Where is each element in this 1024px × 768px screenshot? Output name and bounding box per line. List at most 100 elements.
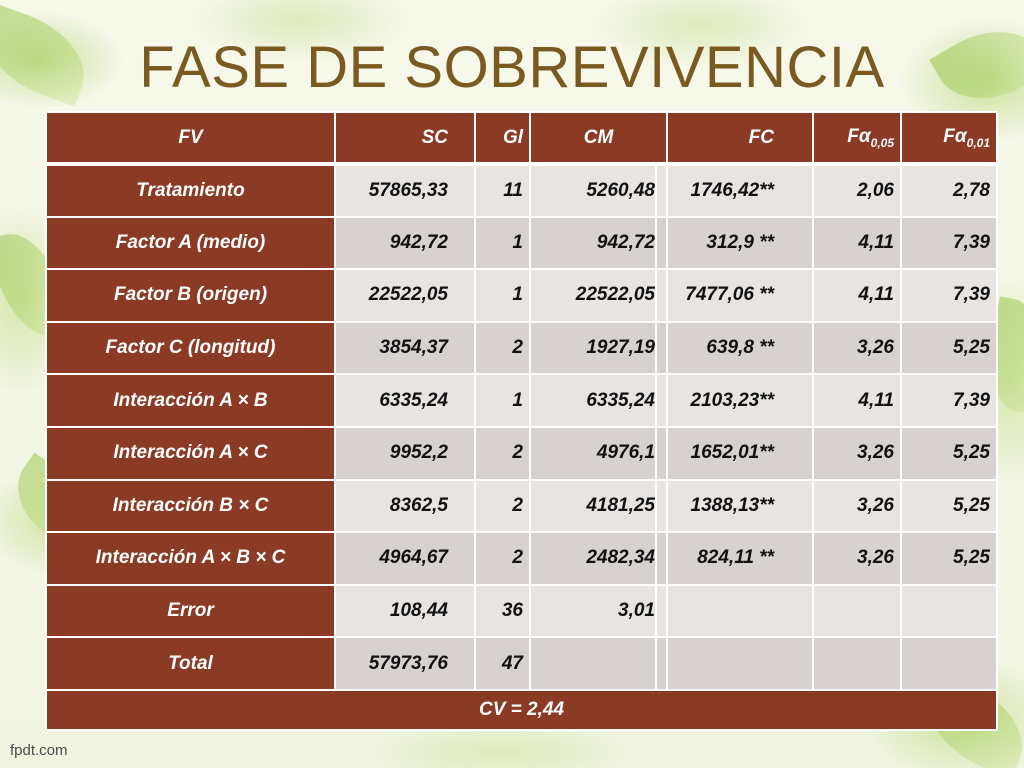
header-f001: Fα0,01 xyxy=(900,111,998,166)
cell-cm: 5260,48 xyxy=(529,163,657,218)
cell-f001: 7,39 xyxy=(900,373,998,428)
cell-f001: 5,25 xyxy=(900,320,998,376)
cell-f005 xyxy=(812,636,902,691)
cell-cm: 942,72 xyxy=(529,215,657,271)
header-gl: Gl xyxy=(474,111,531,166)
cell-f005: 2,06 xyxy=(812,163,902,218)
cell-f001 xyxy=(900,583,998,639)
header-f001-sub: 0,01 xyxy=(966,135,990,150)
cell-f005: 4,11 xyxy=(812,215,902,271)
cell-fv: Factor A (medio) xyxy=(45,215,336,271)
slide-title: FASE DE SOBREVIVENCIA xyxy=(139,35,885,100)
cell-sc: 3854,37 xyxy=(334,320,476,376)
cell-gl: 36 xyxy=(474,583,531,639)
cell-fv: Error xyxy=(45,583,336,639)
header-f001-base: Fα xyxy=(943,125,967,147)
cell-spacer xyxy=(655,531,668,586)
cell-f005: 4,11 xyxy=(812,373,902,428)
cell-sc: 942,72 xyxy=(334,215,476,271)
table-row: Interacción A × B 6335,24 1 6335,24 2103,23*… xyxy=(45,373,998,428)
cell-spacer xyxy=(655,373,668,428)
cell-gl: 2 xyxy=(474,425,531,481)
cell-fv: Interacción A × B × C xyxy=(45,531,336,586)
cell-fc: 824,11 ** xyxy=(666,531,814,586)
cell-f005: 3,26 xyxy=(812,320,902,376)
cell-fv: Interacción A × C xyxy=(45,425,336,481)
cell-gl: 1 xyxy=(474,268,531,323)
table-row: Interacción A × C 9952,2 2 4976,1 1652,01** 3… xyxy=(45,425,998,481)
cell-sc: 57973,76 xyxy=(334,636,476,691)
cell-f005: 4,11 xyxy=(812,268,902,323)
header-f005-base: Fα xyxy=(847,125,871,147)
cell-spacer xyxy=(655,583,668,639)
cell-spacer xyxy=(655,215,668,271)
table-row: Interacción B × C 8362,5 2 4181,25 1388,13**… xyxy=(45,478,998,534)
table-row: Error 108,44 36 3,01 xyxy=(45,583,998,639)
table-footer: CV = 2,44 xyxy=(45,688,998,731)
cv-value: CV = 2,44 xyxy=(45,688,998,731)
cell-spacer xyxy=(655,163,668,218)
cell-f001: 5,25 xyxy=(900,478,998,534)
cell-f005: 3,26 xyxy=(812,478,902,534)
cell-f001: 5,25 xyxy=(900,425,998,481)
cell-f001: 5,25 xyxy=(900,531,998,586)
cell-cm: 1927,19 xyxy=(529,320,657,376)
cell-f001: 7,39 xyxy=(900,215,998,271)
cell-gl: 2 xyxy=(474,531,531,586)
cell-fc: 639,8 ** xyxy=(666,320,814,376)
table-header: FV SC Gl CM FC Fα0,05 Fα0,01 xyxy=(45,111,998,166)
cell-sc: 108,44 xyxy=(334,583,476,639)
cell-cm: 2482,34 xyxy=(529,531,657,586)
cell-gl: 2 xyxy=(474,478,531,534)
header-f005: Fα0,05 xyxy=(812,111,902,166)
cell-f005 xyxy=(812,583,902,639)
cell-fv: Tratamiento xyxy=(45,163,336,218)
cell-f001: 2,78 xyxy=(900,163,998,218)
cell-cm xyxy=(529,636,657,691)
cell-fc: 7477,06 ** xyxy=(666,268,814,323)
header-f005-sub: 0,05 xyxy=(870,135,894,150)
cell-gl: 47 xyxy=(474,636,531,691)
cell-cm: 3,01 xyxy=(529,583,657,639)
cell-fc: 1652,01** xyxy=(666,425,814,481)
cell-sc: 9952,2 xyxy=(334,425,476,481)
cell-spacer xyxy=(655,268,668,323)
cell-f005: 3,26 xyxy=(812,425,902,481)
header-fv: FV xyxy=(45,111,336,166)
cell-fv: Total xyxy=(45,636,336,691)
header-sc: SC xyxy=(334,111,476,166)
cell-f001: 7,39 xyxy=(900,268,998,323)
cell-gl: 1 xyxy=(474,373,531,428)
cell-f005: 3,26 xyxy=(812,531,902,586)
cell-cm: 4976,1 xyxy=(529,425,657,481)
table-body: Tratamiento 57865,33 11 5260,48 1746,42** 2,0… xyxy=(45,163,998,691)
cell-sc: 57865,33 xyxy=(334,163,476,218)
cell-spacer xyxy=(655,425,668,481)
cell-gl: 11 xyxy=(474,163,531,218)
anova-table: FV SC Gl CM FC Fα0,05 Fα0,01 Tratamiento… xyxy=(45,111,998,731)
table-row: Factor B (origen) 22522,05 1 22522,05 7477,0… xyxy=(45,268,998,323)
cell-fc xyxy=(666,583,814,639)
cell-fv: Interacción A × B xyxy=(45,373,336,428)
cell-gl: 2 xyxy=(474,320,531,376)
header-cm: CM xyxy=(529,111,668,166)
cell-sc: 4964,67 xyxy=(334,531,476,586)
table-row: Tratamiento 57865,33 11 5260,48 1746,42** 2,0… xyxy=(45,163,998,218)
cell-cm: 4181,25 xyxy=(529,478,657,534)
header-fc: FC xyxy=(666,111,814,166)
cell-fc xyxy=(666,636,814,691)
cell-fc: 1746,42** xyxy=(666,163,814,218)
cell-cm: 6335,24 xyxy=(529,373,657,428)
cell-fc: 2103,23** xyxy=(666,373,814,428)
cell-fc: 312,9 ** xyxy=(666,215,814,271)
cell-fv: Factor C (longitud) xyxy=(45,320,336,376)
table-row: Total 57973,76 47 xyxy=(45,636,998,691)
credit-text: fpdt.com xyxy=(10,742,68,759)
cell-f001 xyxy=(900,636,998,691)
cell-gl: 1 xyxy=(474,215,531,271)
cell-spacer xyxy=(655,320,668,376)
table-row: Interacción A × B × C 4964,67 2 2482,34 824,… xyxy=(45,531,998,586)
cell-fv: Interacción B × C xyxy=(45,478,336,534)
cell-sc: 6335,24 xyxy=(334,373,476,428)
cell-spacer xyxy=(655,478,668,534)
